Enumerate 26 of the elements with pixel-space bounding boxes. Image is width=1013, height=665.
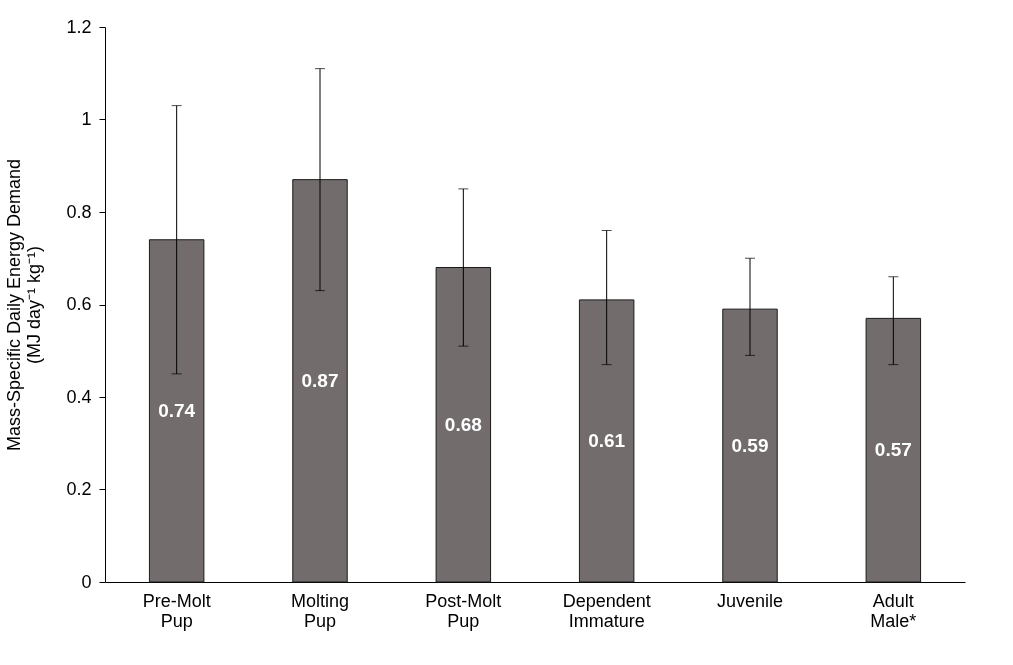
bar [435, 267, 492, 583]
data-label: 0.61 [588, 429, 626, 451]
y-tick-label: 0.6 [66, 294, 92, 314]
x-tick-label: Pre-Molt Pup [142, 590, 211, 631]
x-tick-label: Juvenile [716, 590, 784, 611]
bar [865, 317, 922, 583]
y-tick-label: 0 [81, 571, 92, 592]
y-tick-label: 0.4 [66, 386, 92, 407]
data-label: 0.68 [444, 413, 482, 435]
data-label: 0.59 [731, 434, 769, 456]
data-label: 0.87 [301, 369, 339, 391]
y-axis-title: Mass-Specific Daily Energy Demand (MJ day⁻¹ kg⁻¹) [4, 158, 45, 452]
data-label: 0.74 [158, 399, 196, 421]
x-tick-label: Adult Male* [870, 590, 917, 631]
y-tick-label: 0.2 [66, 479, 92, 499]
bar [578, 299, 635, 583]
bar [722, 308, 778, 583]
x-tick-label: Molting Pup [290, 590, 350, 631]
bar [292, 179, 348, 583]
x-tick-label: Post-Molt Pup [425, 590, 502, 631]
x-tick-label: Dependent Immature [562, 590, 651, 631]
y-tick-label: 1 [81, 109, 92, 129]
y-tick-label: 1.2 [66, 16, 92, 37]
bar [148, 239, 205, 583]
y-tick-label: 0.8 [66, 201, 92, 222]
data-label: 0.57 [874, 439, 912, 461]
